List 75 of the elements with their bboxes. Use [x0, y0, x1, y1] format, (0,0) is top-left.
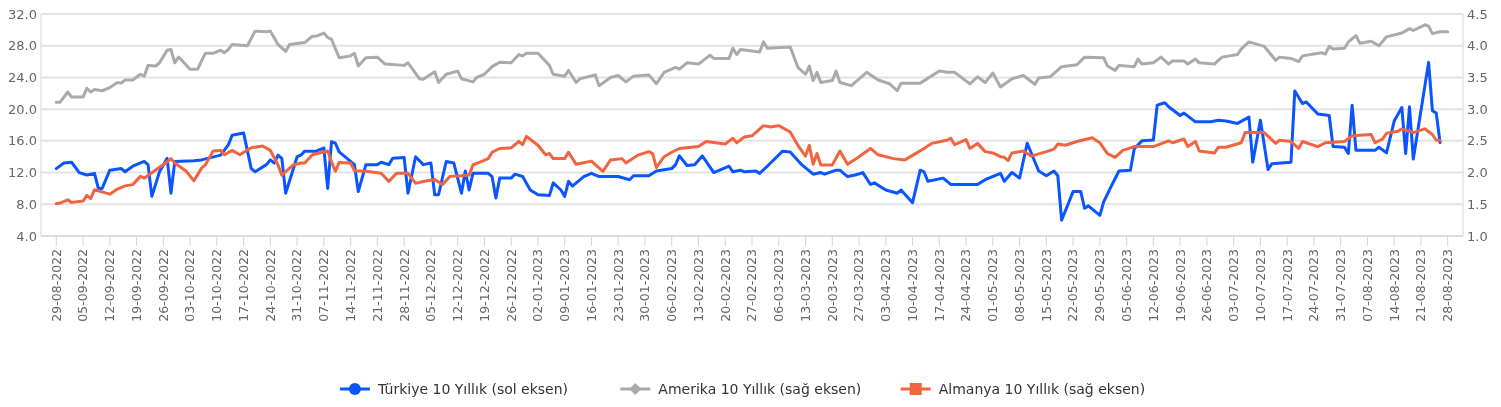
x-tick-label: 07-11-2022 — [316, 249, 332, 322]
x-tick-label: 08-05-2023 — [1011, 249, 1027, 322]
legend-label: Amerika 10 Yıllık (sağ eksen) — [658, 380, 862, 397]
y-tick-label: 16.0 — [8, 133, 37, 149]
y2-tick-label: 2.0 — [1467, 165, 1488, 181]
y-tick-label: 24.0 — [8, 69, 37, 85]
x-tick-label: 24-07-2023 — [1306, 249, 1322, 322]
line-series — [54, 124, 1442, 206]
x-tick-label: 10-04-2023 — [904, 249, 920, 322]
x-tick-label: 03-04-2023 — [878, 249, 894, 322]
x-tick-label: 23-01-2023 — [610, 249, 626, 322]
x-tick-label: 15-05-2023 — [1038, 249, 1054, 322]
y-tick-label: 28.0 — [8, 38, 37, 54]
x-tick-label: 29-08-2022 — [48, 249, 64, 322]
y-tick-label: 4.0 — [16, 228, 37, 244]
line-series — [54, 60, 1442, 222]
x-tick-label: 01-05-2023 — [985, 249, 1001, 322]
x-tick-label: 21-11-2022 — [369, 249, 385, 322]
x-tick-label: 31-10-2022 — [289, 249, 305, 322]
x-tick-label: 26-09-2022 — [155, 249, 171, 322]
x-tick-label: 22-05-2023 — [1065, 249, 1081, 322]
y2-tick-label: 3.5 — [1467, 69, 1488, 85]
x-tick-label: 03-10-2022 — [182, 249, 198, 322]
x-tick-label: 12-12-2022 — [450, 249, 466, 322]
y-tick-label: 20.0 — [8, 101, 37, 117]
x-tick-label: 17-04-2023 — [931, 249, 947, 322]
y-tick-label: 8.0 — [16, 196, 37, 212]
x-tick-label: 06-02-2023 — [664, 249, 680, 322]
x-tick-label: 19-09-2022 — [128, 249, 144, 322]
x-tick-label: 20-03-2023 — [824, 249, 840, 322]
x-tick-label: 10-10-2022 — [209, 249, 225, 322]
x-tick-label: 09-01-2023 — [557, 249, 573, 322]
x-tick-label: 14-11-2022 — [343, 249, 358, 322]
x-tick-label: 17-10-2022 — [235, 249, 251, 322]
x-tick-label: 26-12-2022 — [503, 249, 519, 322]
x-tick-label: 28-11-2022 — [396, 249, 412, 322]
x-tick-label: 13-03-2023 — [797, 249, 813, 322]
y2-tick-label: 4.5 — [1467, 6, 1488, 22]
legend-label: Türkiye 10 Yıllık (sol eksen) — [376, 380, 569, 397]
y-tick-label: 12.0 — [8, 165, 37, 181]
x-tick-label: 02-01-2023 — [530, 249, 546, 322]
line-series — [54, 23, 1450, 104]
x-tick-label: 31-07-2023 — [1333, 249, 1349, 322]
x-tick-label: 14-08-2023 — [1386, 249, 1402, 322]
x-tick-label: 27-03-2023 — [851, 249, 867, 322]
y2-tick-label: 1.5 — [1467, 196, 1488, 212]
x-tick-label: 24-04-2023 — [958, 249, 974, 322]
x-tick-label: 19-12-2022 — [476, 249, 492, 322]
x-tick-label: 20-02-2023 — [717, 249, 733, 322]
x-tick-label: 16-01-2023 — [583, 249, 599, 322]
y2-tick-label: 4.0 — [1467, 38, 1488, 54]
x-tick-label: 26-06-2023 — [1199, 249, 1215, 322]
x-tick-label: 10-07-2023 — [1252, 249, 1268, 322]
y2-tick-label: 1.0 — [1467, 228, 1488, 244]
y-tick-label: 32.0 — [8, 6, 37, 22]
x-tick-label: 03-07-2023 — [1226, 249, 1242, 322]
y2-tick-label: 2.5 — [1467, 133, 1488, 149]
x-tick-label: 27-02-2023 — [744, 249, 760, 322]
x-tick-label: 12-06-2023 — [1145, 249, 1161, 322]
x-tick-label: 06-03-2023 — [771, 249, 787, 322]
x-tick-label: 13-02-2023 — [690, 249, 706, 322]
legend-label: Almanya 10 Yıllık (sağ eksen) — [938, 380, 1146, 397]
x-tick-label: 07-08-2023 — [1359, 249, 1375, 322]
x-tick-label: 29-05-2023 — [1092, 249, 1108, 322]
x-tick-label: 30-01-2023 — [637, 249, 653, 322]
x-tick-label: 05-12-2022 — [423, 249, 439, 322]
x-tick-label: 05-06-2023 — [1118, 249, 1134, 322]
x-tick-label: 19-06-2023 — [1172, 249, 1188, 322]
x-tick-label: 21-08-2023 — [1413, 249, 1429, 322]
x-tick-label: 24-10-2022 — [262, 249, 278, 322]
y2-tick-label: 3.0 — [1467, 101, 1488, 117]
x-tick-label: 12-09-2022 — [102, 249, 118, 322]
x-tick-label: 17-07-2023 — [1279, 249, 1295, 322]
x-tick-label: 28-08-2023 — [1440, 249, 1456, 322]
x-tick-label: 05-09-2022 — [75, 249, 91, 322]
